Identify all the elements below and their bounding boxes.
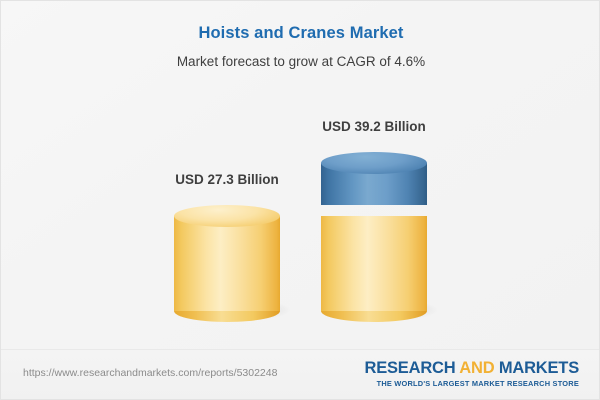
bar-segment-growth	[321, 152, 427, 205]
footer-bar: https://www.researchandmarkets.com/repor…	[1, 349, 599, 399]
cylinder-body	[174, 216, 280, 311]
brand-tagline: THE WORLD'S LARGEST MARKET RESEARCH STOR…	[376, 379, 579, 389]
chart-plot-area: USD 27.3 Billion 2022 USD 39.2 Billion	[1, 81, 599, 372]
brand-wordmark: RESEARCH AND MARKETS	[364, 359, 579, 377]
bar-segment-base	[174, 205, 280, 322]
cylinder-bar-2022[interactable]	[174, 205, 280, 322]
cylinder-top-ellipse	[321, 152, 427, 174]
source-url-link[interactable]: https://www.researchandmarkets.com/repor…	[23, 367, 278, 379]
cylinder-top-ellipse	[174, 205, 280, 227]
cylinder-body	[321, 216, 427, 311]
cylinder-bar-2030[interactable]	[321, 152, 427, 322]
brand-word-and: AND	[459, 359, 495, 377]
bar-segment-base	[321, 205, 427, 322]
chart-subtitle: Market forecast to grow at CAGR of 4.6%	[176, 54, 426, 69]
brand-word-research: RESEARCH	[364, 359, 456, 377]
brand-word-markets: MARKETS	[498, 359, 579, 377]
page-title: Hoists and Cranes Market	[198, 24, 404, 42]
bar-value-label: USD 39.2 Billion	[322, 119, 426, 134]
bar-value-label: USD 27.3 Billion	[175, 172, 279, 187]
brand-logo[interactable]: RESEARCH AND MARKETS THE WORLD'S LARGEST…	[364, 359, 579, 389]
